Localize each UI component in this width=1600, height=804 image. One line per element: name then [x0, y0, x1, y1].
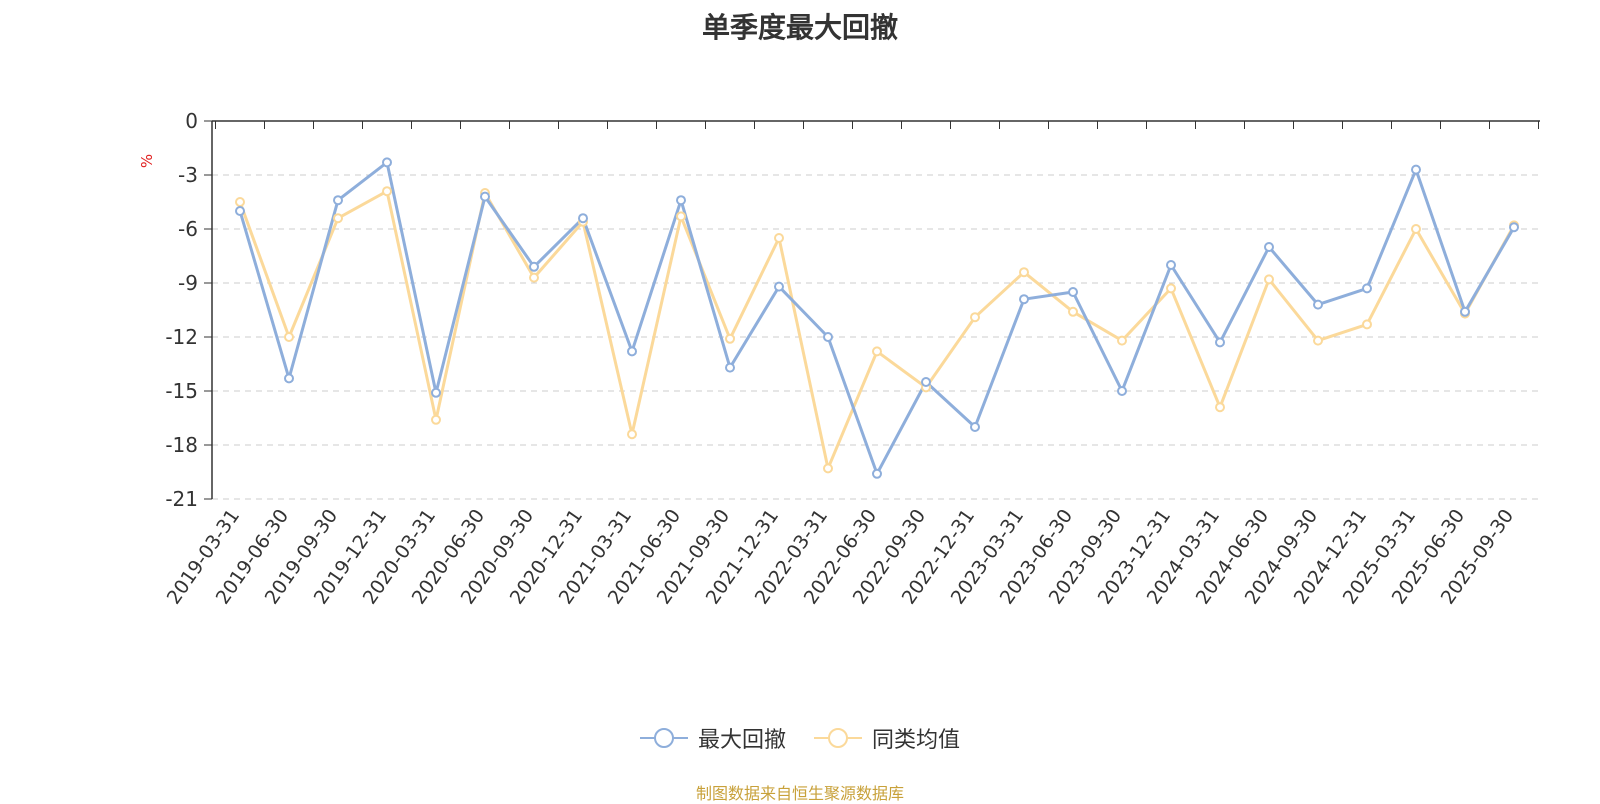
data-point[interactable] — [774, 233, 784, 243]
data-point[interactable] — [284, 373, 294, 384]
data-point[interactable] — [725, 333, 735, 344]
data-point[interactable] — [529, 261, 539, 272]
data-point[interactable] — [1068, 306, 1078, 317]
data-point[interactable] — [872, 346, 882, 357]
data-point[interactable] — [1019, 294, 1029, 305]
data-point[interactable] — [823, 463, 833, 474]
data-point[interactable] — [382, 157, 392, 168]
series-line — [238, 189, 1516, 470]
legend-label: 同类均值 — [872, 728, 961, 753]
data-point[interactable] — [1362, 283, 1372, 294]
data-point[interactable] — [1264, 274, 1274, 285]
data-point[interactable] — [627, 429, 637, 440]
data-point[interactable] — [431, 414, 441, 425]
data-point[interactable] — [235, 206, 245, 216]
chart-title: 单季度最大回撤 — [701, 11, 898, 44]
data-point[interactable] — [774, 281, 784, 292]
data-point[interactable] — [382, 186, 392, 197]
data-point[interactable] — [1117, 386, 1127, 396]
legend-line-circle-icon — [814, 728, 862, 748]
data-point[interactable] — [676, 211, 686, 222]
y-tick-label: -3 — [178, 163, 198, 187]
grid-lines — [212, 174, 1540, 500]
data-point[interactable] — [1313, 299, 1323, 310]
data-point[interactable] — [823, 332, 833, 342]
data-point[interactable] — [725, 362, 735, 373]
y-tick-label: -9 — [178, 271, 198, 295]
data-point[interactable] — [1313, 335, 1323, 346]
data-point[interactable] — [1019, 267, 1029, 278]
source-note: 制图数据来自恒生聚源数据库 — [695, 784, 904, 803]
data-point[interactable] — [1166, 283, 1176, 294]
data-point[interactable] — [284, 332, 294, 342]
legend-label: 最大回撤 — [697, 728, 786, 753]
y-tick-label: -12 — [165, 325, 198, 349]
y-tick-label: -18 — [165, 433, 198, 457]
data-point[interactable] — [970, 422, 980, 432]
legend-line-circle-icon — [639, 728, 688, 748]
data-point[interactable] — [1068, 287, 1078, 297]
data-point[interactable] — [1411, 224, 1421, 234]
data-point[interactable] — [235, 197, 245, 207]
axes: 0-3-6-9-12-15-18-212019-03-312019-06-302… — [163, 109, 1540, 608]
data-point[interactable] — [1362, 319, 1372, 330]
data-point[interactable] — [1460, 306, 1470, 317]
series-line — [238, 160, 1516, 476]
data-point[interactable] — [1509, 222, 1519, 233]
data-point[interactable] — [333, 213, 343, 224]
data-point[interactable] — [970, 312, 980, 323]
y-tick-label: -15 — [165, 379, 198, 403]
data-point[interactable] — [1264, 242, 1274, 252]
data-point[interactable] — [676, 195, 686, 206]
data-point[interactable] — [333, 195, 343, 206]
data-point[interactable] — [627, 346, 637, 357]
y-tick-label: 0 — [185, 109, 198, 133]
data-point[interactable] — [1215, 337, 1225, 348]
series-lines — [235, 157, 1519, 479]
data-point[interactable] — [529, 272, 539, 283]
data-point[interactable] — [431, 387, 441, 398]
data-point[interactable] — [480, 191, 490, 202]
legend-item-max-drawdown[interactable]: 最大回撤 — [639, 722, 786, 754]
legend: 最大回撤 同类均值 — [0, 722, 1600, 754]
legend-item-peer-average[interactable]: 同类均值 — [814, 722, 960, 754]
data-point[interactable] — [1117, 335, 1127, 346]
data-point[interactable] — [1166, 260, 1176, 270]
data-point[interactable] — [872, 468, 882, 479]
y-tick-label: -21 — [165, 487, 198, 511]
y-tick-label: -6 — [178, 217, 198, 241]
data-point[interactable] — [921, 377, 931, 387]
data-point[interactable] — [578, 213, 588, 224]
data-point[interactable] — [1215, 402, 1225, 413]
data-point[interactable] — [1411, 164, 1421, 175]
